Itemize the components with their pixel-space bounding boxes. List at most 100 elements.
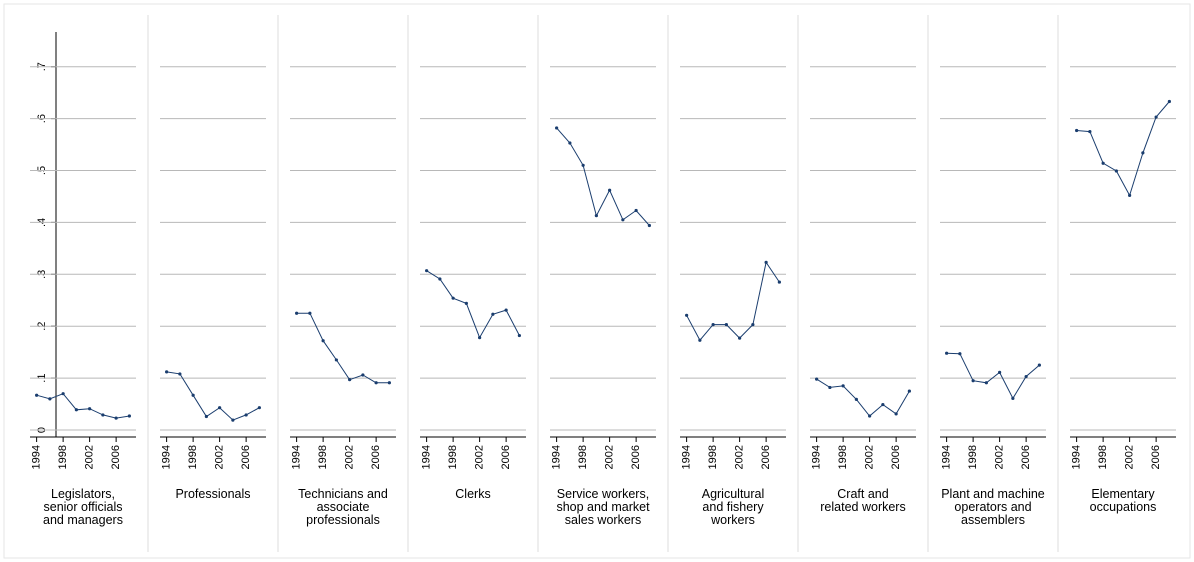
data-point [854,397,858,401]
data-point [1167,99,1171,104]
data-point [295,311,299,315]
data-point [374,381,378,385]
data-point [348,378,352,382]
panel-label: and managers [43,513,123,527]
panel-label: operators and [954,500,1031,514]
data-point [191,393,195,397]
x-tick-label: 2006 [630,445,642,469]
x-tick-label: 1994 [421,445,433,469]
data-point [438,277,442,281]
series-line [296,312,390,384]
x-tick-label: 1998 [187,445,199,469]
data-point [828,385,832,390]
x-tick-label: 2002 [344,445,356,469]
data-point [777,280,781,284]
data-point [35,393,39,397]
x-tick-label: 1998 [57,445,69,469]
x-tick-label: 2002 [864,445,876,469]
data-point [127,414,131,418]
data-point [958,352,962,356]
data-point [504,308,508,312]
data-point [464,301,468,305]
data-point [698,338,702,342]
x-tick-label: 2002 [474,445,486,469]
data-point [165,370,169,374]
x-tick-label: 1994 [681,445,693,469]
panel-label: Agricultural [702,487,765,501]
panel-label: Plant and machine [941,487,1045,501]
data-point [244,413,248,417]
data-point [634,208,638,213]
data-point [724,323,728,327]
x-tick-label: 2006 [240,445,252,469]
data-point [581,163,585,167]
data-point [868,414,872,418]
panel-label: Craft and [837,487,888,501]
panel-label: Technicians and [298,487,388,501]
data-point [1075,128,1079,133]
x-tick-label: 1994 [811,445,823,469]
x-tick-label: 2002 [994,445,1006,469]
series-line [166,371,260,421]
data-point [971,379,975,383]
data-point [711,323,715,327]
x-tick-label: 2002 [84,445,96,469]
x-tick-label: 1998 [317,445,329,469]
x-tick-label: 2002 [604,445,616,469]
x-tick-label: 2002 [734,445,746,469]
x-tick-label: 1998 [707,445,719,469]
panel-label: Elementary [1091,487,1155,501]
data-point [517,333,521,338]
x-tick-label: 1994 [551,445,563,469]
data-point [945,351,949,355]
series-line [556,127,650,226]
data-point [751,323,755,327]
x-tick-label: 1994 [941,445,953,469]
x-tick-label: 1994 [31,445,43,469]
x-tick-label: 2002 [1124,445,1136,469]
panel-label: Clerks [455,487,490,501]
x-tick-label: 1998 [837,445,849,469]
data-point [218,406,222,410]
data-point [608,188,612,192]
data-point [1024,374,1028,379]
panel-label: and fishery [702,500,764,514]
data-point [1011,396,1015,400]
data-point [815,377,819,381]
data-point [321,339,325,343]
x-tick-label: 1998 [967,445,979,469]
data-point [621,218,625,222]
data-point [478,336,482,340]
data-point [74,408,78,412]
data-point [738,336,742,340]
x-tick-label: 1998 [1097,445,1109,469]
data-point [61,392,65,396]
series-line [686,261,780,342]
data-point [231,418,235,422]
x-tick-label: 1998 [447,445,459,469]
data-point [984,381,988,385]
data-point [841,384,845,388]
data-point [881,402,885,407]
panel-label: associate [317,500,370,514]
x-tick-label: 2006 [1150,445,1162,469]
x-tick-label: 2006 [890,445,902,469]
data-point [764,260,768,264]
data-point [594,214,598,218]
panel-label: sales workers [565,513,641,527]
data-point [451,296,455,300]
data-point [907,389,911,393]
data-point [308,311,312,315]
data-point [178,372,182,376]
outer-frame [3,3,1191,559]
series-line [426,270,520,339]
panel-label: occupations [1090,500,1157,514]
data-point [88,407,92,411]
series-line [1076,101,1170,197]
data-point [204,414,208,419]
x-tick-label: 2002 [214,445,226,469]
series-line [36,393,130,419]
data-point [425,269,429,273]
panel-label: shop and market [556,500,650,514]
